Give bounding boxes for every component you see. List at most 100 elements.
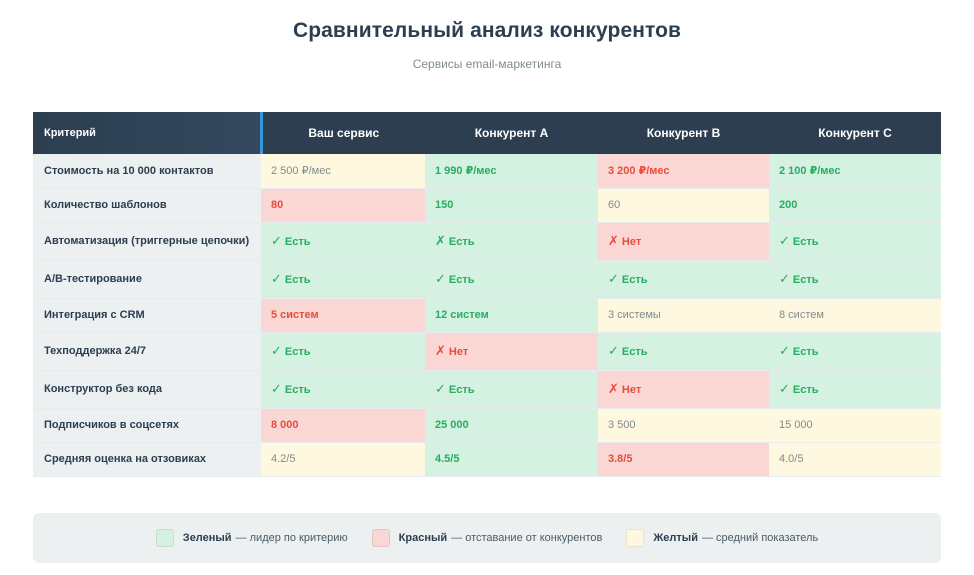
cell-value: Нет (621, 384, 642, 396)
table-cell: ✓ Есть (769, 332, 941, 371)
criterion-label: Стоимость на 10 000 контактов (33, 154, 261, 189)
criterion-label: Количество шаблонов (33, 188, 261, 223)
column-header-competitor-c: Конкурент С (769, 112, 941, 154)
column-header-competitor-a: Конкурент А (425, 112, 598, 154)
criterion-label: Конструктор без кода (33, 370, 261, 409)
legend-label: Желтый (653, 532, 698, 544)
cell-value: Есть (792, 346, 819, 358)
table-cell: 3 системы (598, 298, 769, 333)
check-icon: ✓ (435, 271, 446, 286)
cell-value: Есть (448, 236, 475, 248)
table-header-row: Критерий Ваш сервис Конкурент А Конкурен… (33, 112, 941, 154)
table-cell: 4.2/5 (261, 442, 425, 477)
legend-description: — средний показатель (701, 532, 819, 544)
check-icon: ✓ (608, 343, 619, 358)
column-header-criterion: Критерий (33, 112, 263, 154)
table-cell: 8 000 (261, 408, 425, 443)
table-cell: 3 200 ₽/мес (598, 154, 769, 189)
table-row: Интеграция с CRM 5 систем 12 систем 3 систе… (33, 298, 941, 333)
table-cell: ✓ Есть (425, 260, 598, 299)
legend-label: Зеленый (182, 532, 232, 544)
table-cell: ✗ Есть (425, 222, 598, 261)
table-cell: ✓ Есть (261, 370, 425, 409)
page-title: Сравнительный анализ конкурентов (292, 19, 682, 42)
cell-value: 4.0/5 (779, 453, 804, 465)
page-subtitle: Сервисы email-маркетинга (412, 57, 562, 71)
cell-value: Есть (284, 274, 311, 286)
table-cell: 12 систем (425, 298, 598, 333)
table-cell: 1 990 ₽/мес (425, 154, 598, 189)
table-row: A/B-тестирование ✓ Есть ✓ Есть ✓ Есть ✓ Есть (33, 260, 941, 299)
table-row: Стоимость на 10 000 контактов 2 500 ₽/мес… (33, 154, 941, 189)
table-cell: ✓ Есть (598, 260, 769, 299)
legend-item-yellow: Желтый — средний показатель (626, 529, 818, 547)
table-cell: 2 500 ₽/мес (261, 154, 425, 189)
check-icon: ✓ (271, 233, 282, 248)
table-cell: ✓ Есть (598, 332, 769, 371)
cell-value: Есть (284, 346, 311, 358)
cell-value: 25 000 (435, 419, 469, 431)
cell-value: 12 систем (435, 309, 489, 321)
table-row: Техподдержка 24/7 ✓ Есть ✗ Нет ✓ Есть ✓ Есть (33, 332, 941, 371)
table-cell: 3 500 (598, 408, 769, 443)
cell-value: Есть (792, 236, 819, 248)
check-icon: ✓ (779, 271, 790, 286)
table-cell: 25 000 (425, 408, 598, 443)
cell-value: 15 000 (779, 419, 813, 431)
cell-value: Есть (792, 274, 819, 286)
table-cell: 60 (598, 188, 769, 223)
table-cell: 200 (769, 188, 941, 223)
legend-item-red: Красный — отставание от конкурентов (371, 529, 602, 547)
legend: Зеленый — лидер по критерию Красный — отста… (33, 513, 941, 563)
check-icon: ✓ (779, 343, 790, 358)
table-row: Подписчиков в соцсетях 8 000 25 000 3 500 15… (33, 408, 941, 443)
check-icon: ✓ (608, 271, 619, 286)
cell-value: 8 000 (271, 419, 299, 431)
table-cell: 4.0/5 (769, 442, 941, 477)
cross-icon: ✗ (435, 233, 446, 248)
cell-value: Есть (448, 384, 475, 396)
criterion-label: Подписчиков в соцсетях (33, 408, 261, 443)
cell-value: 2 500 ₽/мес (271, 165, 331, 178)
criterion-label: Техподдержка 24/7 (33, 332, 261, 371)
table-cell: ✗ Нет (598, 370, 769, 409)
cell-value: 4.2/5 (271, 453, 296, 465)
comparison-table: Критерий Ваш сервис Конкурент А Конкурен… (33, 112, 941, 477)
criterion-label: Интеграция с CRM (33, 298, 261, 333)
cell-value: 3 500 (608, 419, 636, 431)
cell-value: 8 систем (779, 309, 824, 321)
table-cell: ✗ Нет (425, 332, 598, 371)
cell-value: Есть (621, 274, 648, 286)
cross-icon: ✗ (608, 381, 619, 396)
cell-value: 200 (779, 199, 798, 211)
table-cell: 80 (261, 188, 425, 223)
cross-icon: ✗ (608, 233, 619, 248)
check-icon: ✓ (271, 343, 282, 358)
cell-value: Есть (792, 384, 819, 396)
table-cell: ✓ Есть (769, 260, 941, 299)
cell-value: 2 100 ₽/мес (779, 165, 841, 178)
legend-swatch (371, 529, 390, 547)
criterion-label: Автоматизация (триггерные цепочки) (33, 222, 261, 261)
check-icon: ✓ (435, 381, 446, 396)
table-cell: 3.8/5 (598, 442, 769, 477)
legend-swatch (155, 529, 174, 547)
cell-value: Нет (448, 346, 469, 358)
cell-value: Есть (284, 236, 311, 248)
cell-value: 1 990 ₽/мес (435, 165, 497, 178)
cell-value: Нет (621, 236, 642, 248)
table-cell: 150 (425, 188, 598, 223)
legend-item-green: Зеленый — лидер по критерию (155, 529, 348, 547)
table-row: Количество шаблонов 80 150 60 200 (33, 188, 941, 223)
cell-value: 60 (608, 199, 621, 211)
cell-value: 5 систем (271, 309, 319, 321)
cell-value: Есть (284, 384, 311, 396)
column-header-your-service: Ваш сервис (261, 112, 425, 154)
table-cell: 2 100 ₽/мес (769, 154, 941, 189)
criterion-label: Средняя оценка на отзовиках (33, 442, 261, 477)
table-cell: ✓ Есть (769, 370, 941, 409)
check-icon: ✓ (271, 271, 282, 286)
table-cell: ✓ Есть (261, 332, 425, 371)
cell-value: 3.8/5 (608, 453, 633, 465)
